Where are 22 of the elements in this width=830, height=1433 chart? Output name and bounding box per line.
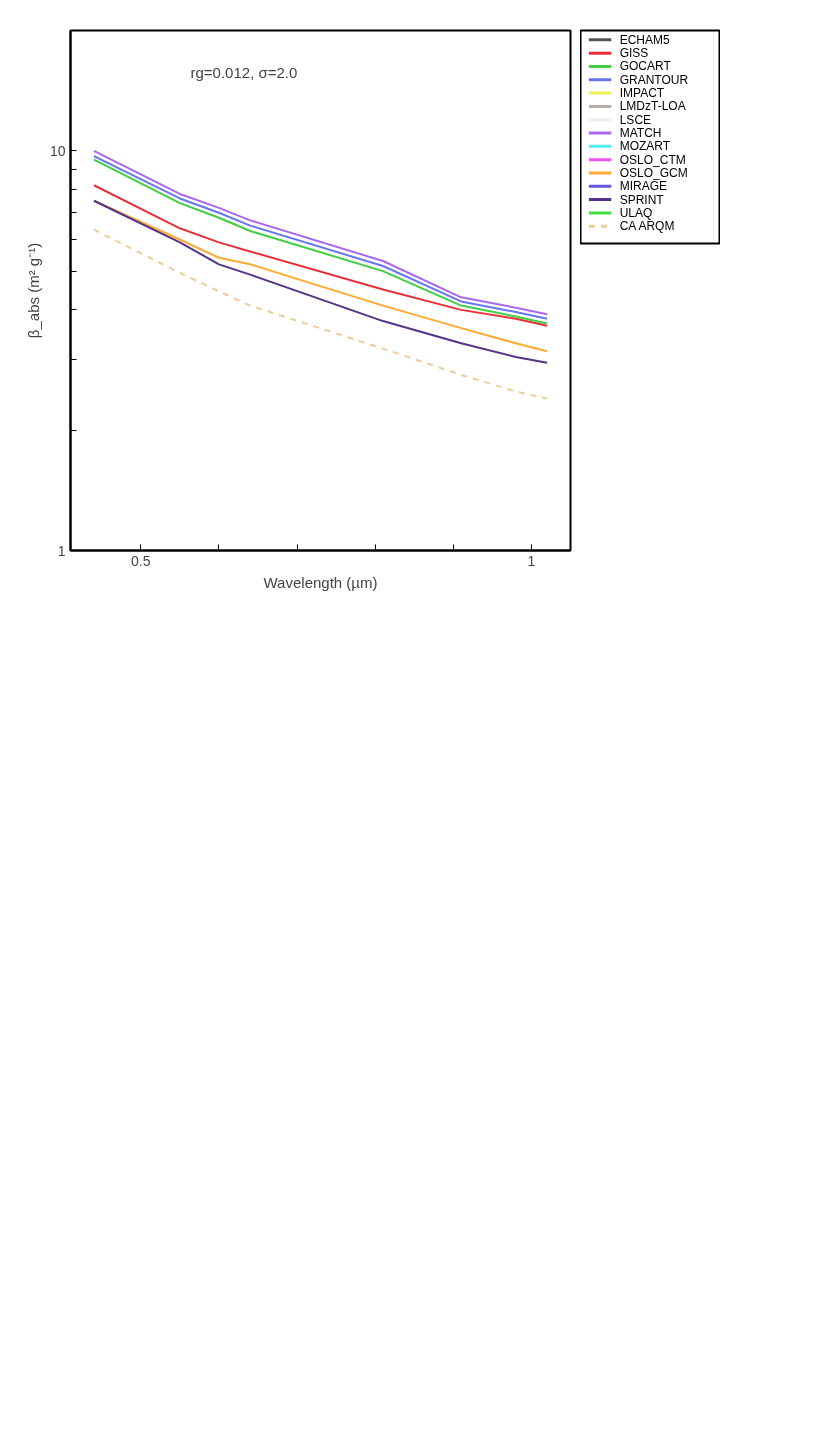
legend-label: OSLO_CTM	[619, 152, 686, 167]
x-tick-label: 0.5	[131, 552, 151, 569]
legend-label: ULAQ	[619, 205, 653, 220]
legend-label: MOZART	[619, 139, 671, 154]
legend-label: OSLO_GCM	[619, 165, 688, 180]
legend-label: IMPACT	[619, 86, 665, 101]
line-series	[92, 228, 549, 400]
y-axis-title: β_abs (m² g⁻¹)	[24, 242, 42, 339]
legend-label: ECHAM5	[619, 32, 671, 47]
legend-label: MATCH	[619, 126, 662, 141]
legend-label: LMDzT-LOA	[619, 99, 686, 114]
line-series	[92, 184, 549, 327]
legend-label: LSCE	[619, 112, 652, 127]
legend-label: SPRINT	[619, 192, 665, 207]
y-tick-label: 10	[49, 142, 66, 159]
legend-label: CA ARQM	[619, 219, 675, 234]
legend-label: GOCART	[619, 59, 672, 74]
legend-label: GISS	[619, 46, 649, 61]
x-axis-title: Wavelength (µm)	[263, 573, 378, 591]
legend-label: MIRAGE	[619, 179, 668, 194]
annotation: rg=0.012, σ=2.0	[190, 63, 298, 81]
legend-label: GRANTOUR	[619, 72, 689, 87]
